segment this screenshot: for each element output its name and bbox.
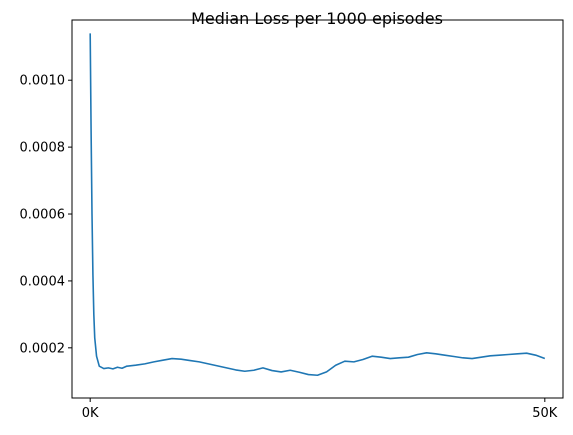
y-tick-label: 0.0004 xyxy=(20,274,66,289)
x-tick-label: 50K xyxy=(532,406,558,421)
chart-title: Median Loss per 1000 episodes xyxy=(191,9,443,28)
y-tick-label: 0.0008 xyxy=(20,141,66,156)
plot-frame xyxy=(71,19,564,399)
series-layer xyxy=(89,33,546,377)
y-tick-label: 0.0010 xyxy=(20,74,66,89)
series-line xyxy=(89,33,546,377)
x-tick-label: 0K xyxy=(82,406,99,421)
y-tick-label: 0.0006 xyxy=(20,208,66,223)
y-axis: 0.0002 0.0004 0.0006 0.0008 0.0010 xyxy=(20,74,72,356)
x-axis: 0K 50K xyxy=(82,398,558,421)
y-tick-label: 0.0002 xyxy=(20,341,66,356)
